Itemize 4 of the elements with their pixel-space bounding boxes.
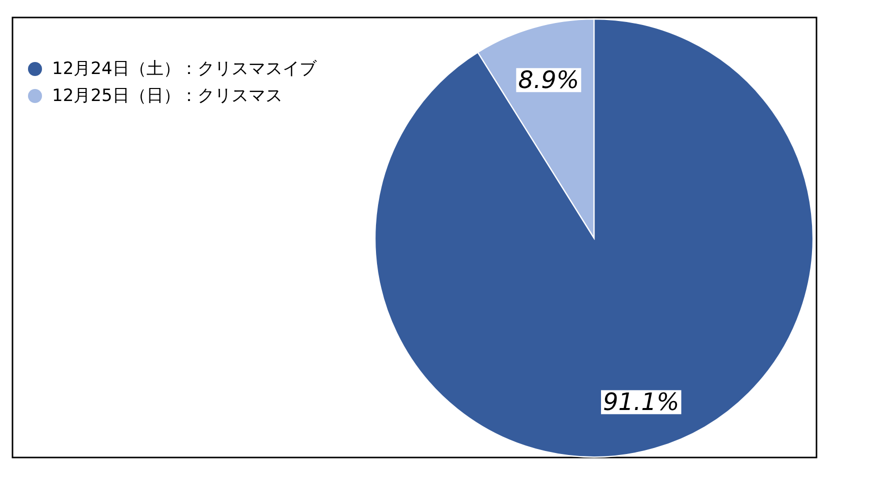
data-label: 91.1% — [603, 388, 680, 416]
legend-label: 12月25日（日）：クリスマス — [52, 86, 282, 106]
data-label: 8.9% — [518, 66, 580, 94]
legend-label: 12月24日（土）：クリスマスイブ — [52, 59, 318, 79]
